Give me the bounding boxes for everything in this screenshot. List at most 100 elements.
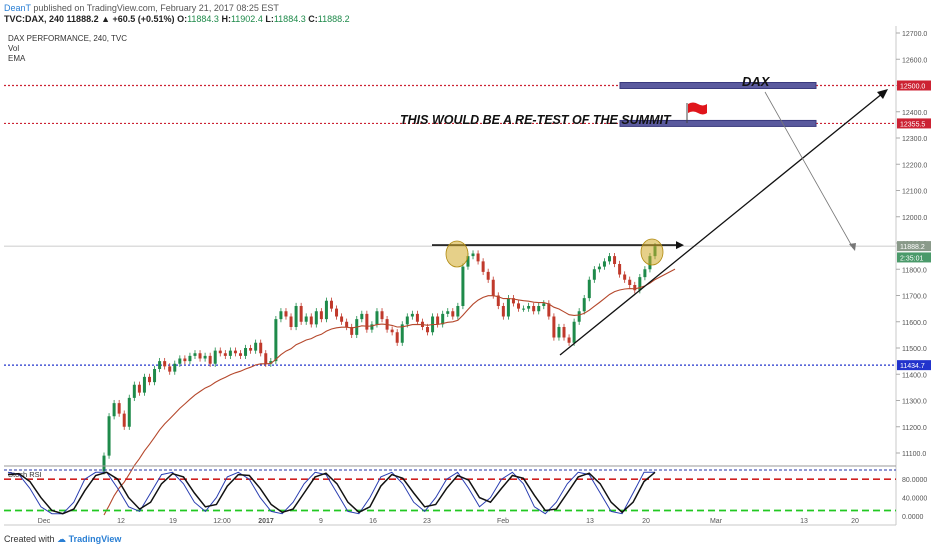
- candle-body: [259, 342, 263, 354]
- annotation-text: THIS WOULD BE A RE-TEST OF THE SUMMIT: [400, 113, 672, 127]
- candle-body: [314, 311, 318, 325]
- candle-body: [466, 256, 470, 267]
- price-tick-label: 11800.0: [902, 267, 927, 274]
- candle-body: [127, 397, 131, 427]
- time-tick-label: Mar: [710, 518, 723, 525]
- candle-body: [547, 303, 551, 317]
- candle-body: [506, 298, 510, 317]
- low-value: 11884.3: [273, 14, 306, 24]
- candle-body: [218, 350, 222, 354]
- candle-body: [446, 311, 450, 314]
- candle-body: [147, 376, 151, 383]
- ema-line: [103, 268, 676, 516]
- price-label-badge: [897, 252, 931, 263]
- price-tick-label: 11700.0: [902, 294, 927, 301]
- candle-body: [122, 413, 126, 427]
- candle-body: [587, 279, 591, 299]
- candle-body: [638, 277, 642, 291]
- stoch-series-d: [7, 471, 656, 515]
- candle-body: [577, 311, 581, 322]
- candle-body: [365, 313, 369, 330]
- candle-body: [208, 355, 212, 364]
- ohlc-header: TVC:DAX, 240 11888.2 ▲ +60.5 (+0.51%) O:…: [4, 14, 350, 24]
- author-link[interactable]: DeanT: [4, 3, 31, 13]
- candle-body: [132, 384, 136, 398]
- open-label: O:: [177, 14, 188, 24]
- candle-body: [633, 285, 637, 291]
- candle-body: [451, 311, 455, 317]
- candle-body: [426, 327, 430, 333]
- price-tick-label: 12400.0: [902, 110, 927, 117]
- time-tick-label: 16: [369, 518, 377, 525]
- candle-body: [592, 269, 596, 280]
- candle-body: [613, 256, 617, 264]
- candle-body: [608, 256, 612, 262]
- created-with-text: Created with: [4, 534, 55, 544]
- candle-body: [294, 306, 298, 327]
- price-label-text: 2:35:01: [900, 255, 923, 262]
- time-tick-label: 2017: [258, 518, 274, 525]
- candle-body: [142, 376, 146, 393]
- candle-body: [249, 348, 253, 351]
- price-label-text: 11434.7: [900, 363, 925, 370]
- candle-body: [461, 266, 465, 306]
- candle-body: [410, 313, 414, 317]
- price-tick-label: 11100.0: [902, 451, 926, 458]
- projection-arrow-line: [764, 91, 854, 249]
- candle-body: [471, 253, 475, 257]
- time-tick-label: 20: [642, 518, 650, 525]
- candle-body: [304, 316, 308, 322]
- candle-body: [213, 350, 217, 364]
- candle-body: [173, 363, 177, 372]
- price-label-badge: [897, 80, 931, 91]
- tradingview-brand[interactable]: TradingView: [68, 534, 122, 544]
- close-label: C:: [308, 14, 318, 24]
- candle-body: [112, 403, 116, 417]
- candle-body: [345, 321, 349, 327]
- resistance-zone-1: [619, 82, 817, 89]
- candle-body: [370, 324, 374, 330]
- candle-body: [375, 311, 379, 325]
- candle-body: [643, 269, 647, 278]
- low-label: L:: [265, 14, 274, 24]
- candle-body: [238, 353, 242, 356]
- candle-body: [552, 316, 556, 338]
- candle-body: [244, 348, 248, 356]
- candle-body: [420, 321, 424, 327]
- price-tick-label: 12200.0: [902, 162, 927, 169]
- candle-body: [309, 316, 313, 325]
- candle-body: [537, 306, 541, 312]
- candle-body: [486, 271, 490, 280]
- legend-title: DAX PERFORMANCE, 240, TVC: [8, 34, 127, 43]
- time-tick-label: Dec: [38, 518, 51, 525]
- candle-body: [284, 311, 288, 317]
- stoch-tick-label: 0.0000: [902, 514, 924, 521]
- candle-body: [653, 246, 657, 257]
- time-tick-label: 13: [586, 518, 594, 525]
- close-value: 11888.2: [317, 14, 350, 24]
- dax-label: DAX: [742, 74, 771, 89]
- time-tick-label: 9: [319, 518, 323, 525]
- candle-body: [517, 303, 521, 309]
- candle-body: [602, 261, 606, 267]
- candle-body: [380, 311, 384, 320]
- price-tick-label: 11200.0: [902, 425, 927, 432]
- candle-body: [279, 311, 283, 320]
- candle-body: [319, 311, 323, 320]
- candle-body: [254, 342, 258, 351]
- candle-body: [274, 319, 278, 362]
- trend-arrow-line: [559, 92, 884, 356]
- red-flag-icon: [688, 102, 707, 115]
- candle-body: [405, 316, 409, 325]
- stoch-series-k: [7, 471, 655, 515]
- time-tick-label: 20: [851, 518, 859, 525]
- candle-body: [436, 316, 440, 325]
- candle-body: [203, 355, 207, 359]
- candle-body: [567, 337, 571, 343]
- candle-body: [324, 300, 328, 320]
- candle-body: [511, 298, 515, 304]
- candle-body: [623, 274, 627, 280]
- price-label-badge: [897, 118, 931, 129]
- yellow-circle-icon: [445, 240, 469, 268]
